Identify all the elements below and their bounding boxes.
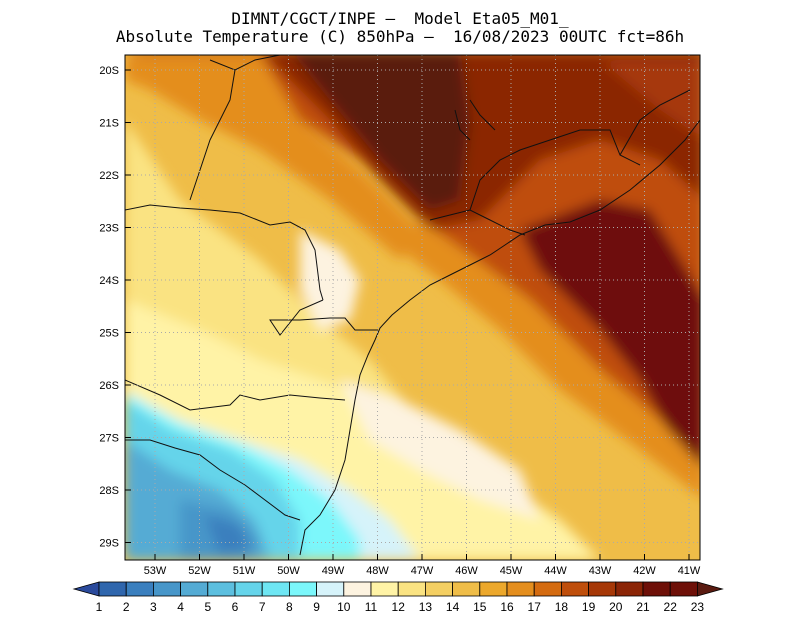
lon-label: 44W	[544, 565, 567, 577]
colorbar-box	[125, 581, 154, 597]
colorbar-label: 13	[419, 600, 433, 614]
colorbar-label: 10	[337, 600, 351, 614]
colorbar-box	[288, 581, 317, 597]
colorbar-box	[234, 581, 263, 597]
lat-label: 25S	[99, 328, 119, 340]
lat-label: 20S	[99, 65, 119, 77]
lon-label: 42W	[633, 565, 656, 577]
colorbar-label: 21	[636, 600, 650, 614]
colorbar-box	[261, 581, 290, 597]
colorbar-label: 9	[313, 600, 320, 614]
lat-label: 21S	[99, 118, 119, 130]
colorbar-box	[397, 581, 426, 597]
colorbar-box	[370, 581, 399, 597]
colorbar-box	[479, 581, 508, 597]
colorbar-label: 17	[528, 600, 542, 614]
grid-lines	[125, 55, 700, 560]
colorbar-label: 20	[609, 600, 623, 614]
colorbar-box	[642, 581, 671, 597]
colorbar-box	[152, 581, 181, 597]
colorbar-label: 14	[446, 600, 460, 614]
lat-label: 29S	[99, 538, 119, 550]
colorbar-box	[588, 581, 617, 597]
colorbar-box	[207, 581, 236, 597]
lon-label: 41W	[678, 565, 701, 577]
lat-label: 22S	[99, 170, 119, 182]
lon-label: 43W	[589, 565, 612, 577]
colorbar: 1 2 3 4 5 6 7 8 9 10 11 12 13 14 15 16 17 18 19 20 21 22 23	[72, 581, 724, 614]
colorbar-left-arrow	[72, 581, 100, 597]
colorbar-label: 4	[177, 600, 184, 614]
lat-label: 26S	[99, 380, 119, 392]
colorbar-label: 5	[204, 600, 211, 614]
chart-title: DIMNT/CGCT/INPE — Model Eta05_M01_	[231, 9, 569, 28]
colorbar-label: 11	[365, 600, 378, 614]
colorbar-box	[343, 581, 372, 597]
lon-label: 51W	[233, 565, 256, 577]
colorbar-box	[180, 581, 209, 597]
colorbar-right-arrow	[697, 581, 724, 597]
colorbar-box	[533, 581, 562, 597]
colorbar-label: 16	[500, 600, 514, 614]
lon-label: 50W	[277, 565, 300, 577]
lon-label: 47W	[411, 565, 434, 577]
lon-label: 52W	[188, 565, 211, 577]
colorbar-box	[316, 581, 345, 597]
colorbar-label: 15	[473, 600, 487, 614]
lon-label: 45W	[500, 565, 523, 577]
colorbar-box	[615, 581, 644, 597]
colorbar-label: 7	[259, 600, 266, 614]
lon-label: 49W	[322, 565, 345, 577]
colorbar-label: 19	[582, 600, 596, 614]
colorbar-box	[452, 581, 481, 597]
colorbar-label: 2	[123, 600, 130, 614]
colorbar-label: 8	[286, 600, 293, 614]
colorbar-label: 1	[96, 600, 103, 614]
lat-label: 28S	[99, 485, 119, 497]
colorbar-label: 3	[150, 600, 157, 614]
colorbar-label: 23	[691, 600, 705, 614]
temperature-field	[125, 55, 700, 560]
lon-label: 53W	[144, 565, 167, 577]
colorbar-label: 22	[664, 600, 678, 614]
coastline-borders	[125, 55, 700, 556]
colorbar-label: 18	[555, 600, 569, 614]
lat-label: 24S	[99, 275, 119, 287]
lat-label: 27S	[99, 433, 119, 445]
longitude-labels: 53W 52W 51W 50W 49W 48W 47W 46W 45W 44W 43W 42W 41W	[144, 554, 701, 577]
colorbar-label: 12	[392, 600, 406, 614]
colorbar-box	[506, 581, 535, 597]
chart-subtitle: Absolute Temperature (C) 850hPa — 16/08/…	[115, 27, 685, 46]
lon-label: 48W	[366, 565, 389, 577]
latitude-labels: 20S 21S 22S 23S 24S 25S 26S 27S 28S 29S	[99, 65, 131, 550]
colorbar-box	[669, 581, 698, 597]
plot-frame	[124, 54, 701, 561]
colorbar-box	[561, 581, 590, 597]
colorbar-box	[98, 581, 127, 597]
colorbar-label: 6	[232, 600, 239, 614]
lon-label: 46W	[455, 565, 478, 577]
colorbar-box	[424, 581, 453, 597]
lat-label: 23S	[99, 223, 119, 235]
